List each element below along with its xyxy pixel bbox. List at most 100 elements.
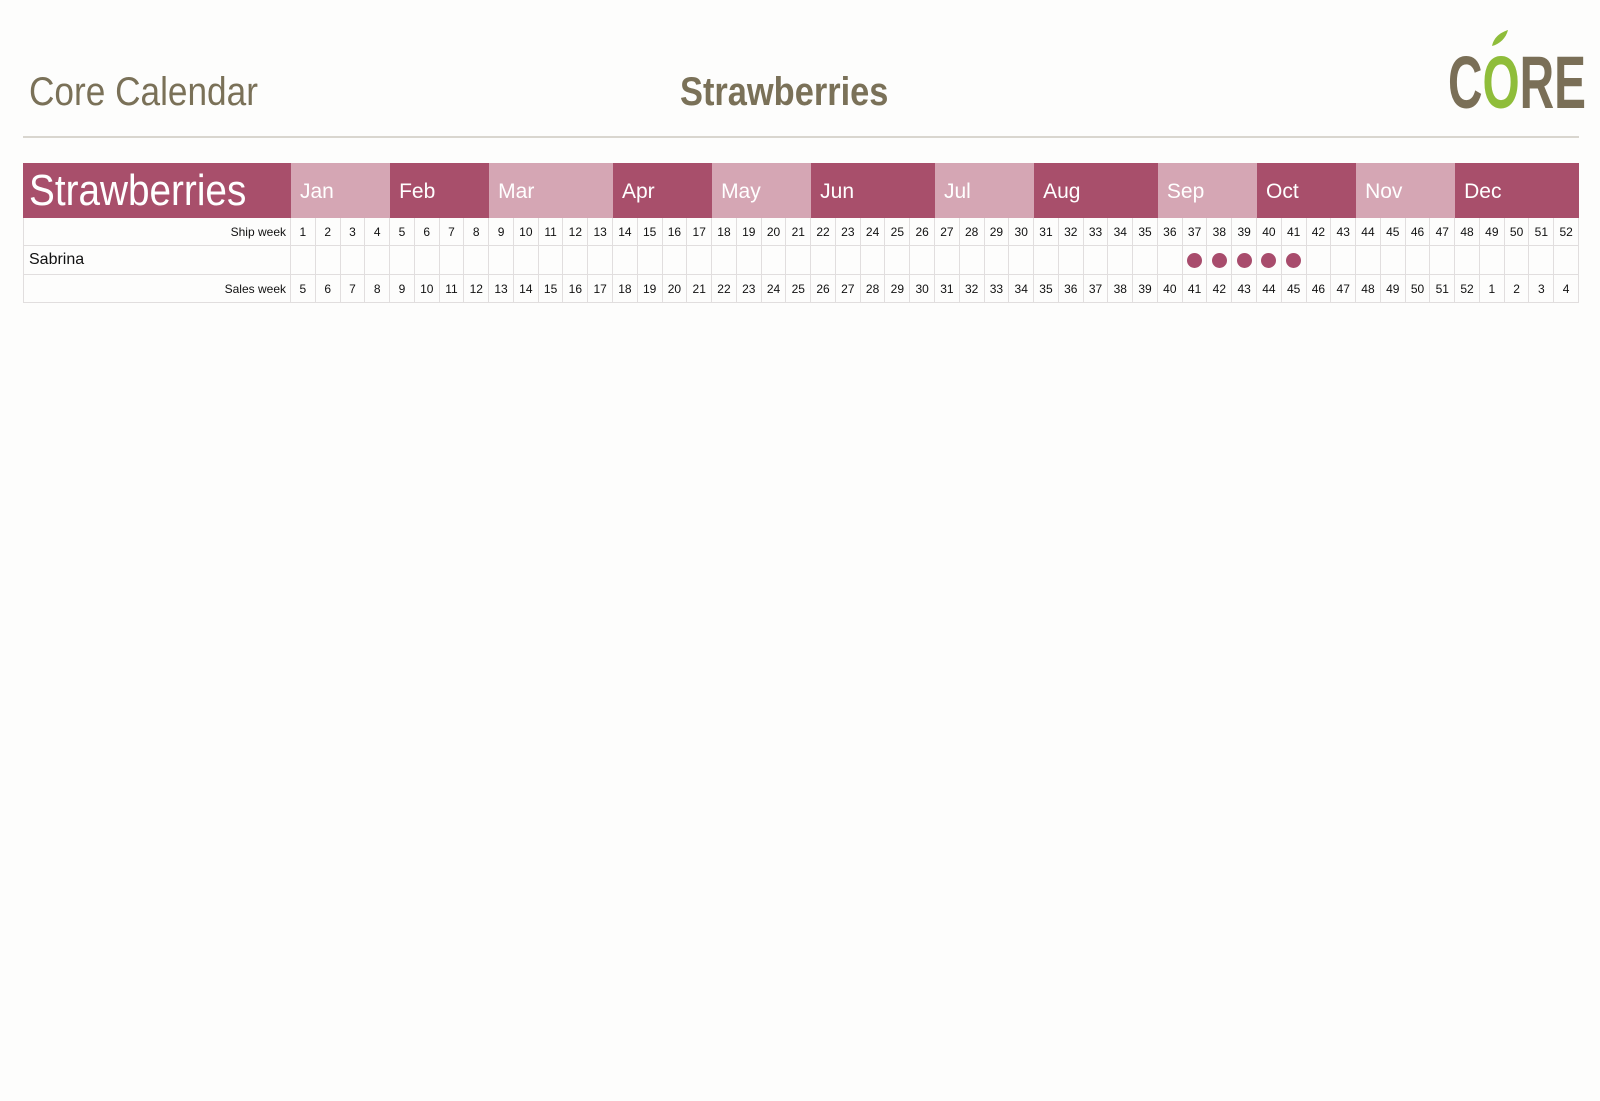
sales-week-cell: 15 xyxy=(539,275,564,302)
ship-week-cell: 19 xyxy=(737,218,762,245)
sales-week-cell: 42 xyxy=(1207,275,1233,302)
ship-week-cell: 3 xyxy=(341,218,366,245)
availability-cell xyxy=(1430,246,1456,274)
month-aug: Aug xyxy=(1034,163,1158,218)
ship-week-cell: 13 xyxy=(588,218,614,245)
month-feb: Feb xyxy=(390,163,490,218)
ship-week-cell: 9 xyxy=(489,218,514,245)
sales-week-cell: 27 xyxy=(836,275,861,302)
sales-week-cell: 32 xyxy=(960,275,985,302)
ship-week-cell: 27 xyxy=(935,218,960,245)
variety-row: Sabrina xyxy=(23,246,1580,275)
sales-week-cell: 18 xyxy=(613,275,638,302)
availability-cell xyxy=(1207,246,1233,274)
ship-week-cell: 18 xyxy=(712,218,737,245)
ship-week-cell: 36 xyxy=(1158,218,1183,245)
availability-cell xyxy=(1084,246,1109,274)
availability-cell xyxy=(687,246,713,274)
sales-week-cell: 21 xyxy=(687,275,713,302)
sales-week-cell: 20 xyxy=(663,275,688,302)
ship-week-cell: 12 xyxy=(563,218,589,245)
sales-week-cell: 48 xyxy=(1356,275,1381,302)
ship-week-cell: 43 xyxy=(1331,218,1357,245)
sales-week-cell: 40 xyxy=(1158,275,1183,302)
ship-week-row: Ship week 1 2 3 4 5 6 7 8 9 10 11 12 13 14 15 16 17 18 19 2… xyxy=(23,218,1580,246)
product-title: Strawberries xyxy=(680,70,889,114)
ship-week-cell: 47 xyxy=(1430,218,1456,245)
ship-week-cell: 6 xyxy=(415,218,440,245)
availability-cell xyxy=(464,246,490,274)
ship-week-cell: 50 xyxy=(1505,218,1530,245)
sales-week-cell: 6 xyxy=(316,275,341,302)
product-name: Strawberries xyxy=(29,166,247,215)
ship-week-cell: 22 xyxy=(811,218,836,245)
sales-week-cell: 52 xyxy=(1455,275,1480,302)
availability-cell xyxy=(1232,246,1258,274)
availability-cell xyxy=(737,246,762,274)
ship-week-cell: 20 xyxy=(762,218,787,245)
ship-week-cell: 32 xyxy=(1059,218,1084,245)
availability-cell xyxy=(291,246,316,274)
sales-week-cell: 38 xyxy=(1108,275,1134,302)
availability-cell xyxy=(341,246,366,274)
sales-week-cell: 41 xyxy=(1183,275,1208,302)
sales-week-cell: 7 xyxy=(341,275,366,302)
sales-week-cell: 43 xyxy=(1232,275,1258,302)
availability-dot xyxy=(1187,252,1203,268)
availability-cell xyxy=(1529,246,1555,274)
ship-week-cell: 7 xyxy=(440,218,465,245)
sales-week-cell: 4 xyxy=(1554,275,1580,302)
ship-week-label: Ship week xyxy=(23,218,291,245)
availability-dot xyxy=(1261,252,1277,268)
availability-cell xyxy=(836,246,861,274)
ship-week-cell: 44 xyxy=(1356,218,1381,245)
availability-cell xyxy=(935,246,960,274)
ship-week-cell: 48 xyxy=(1455,218,1480,245)
header-divider xyxy=(23,136,1579,138)
availability-cell xyxy=(960,246,985,274)
sales-week-cell: 25 xyxy=(786,275,812,302)
leaf-icon xyxy=(1492,30,1508,46)
ship-week-cell: 45 xyxy=(1381,218,1406,245)
sales-week-cell: 36 xyxy=(1059,275,1084,302)
availability-cell xyxy=(1257,246,1282,274)
availability-cell xyxy=(1282,246,1307,274)
ship-week-cell: 5 xyxy=(390,218,415,245)
availability-cell xyxy=(514,246,539,274)
ship-week-cell: 4 xyxy=(365,218,391,245)
sales-week-cell: 5 xyxy=(291,275,316,302)
ship-week-cell: 40 xyxy=(1257,218,1282,245)
availability-cell xyxy=(638,246,663,274)
product-name-cell: Strawberries xyxy=(23,163,291,218)
month-sep: Sep xyxy=(1157,163,1257,218)
availability-cell xyxy=(1455,246,1480,274)
availability-cell xyxy=(415,246,440,274)
ship-week-cell: 21 xyxy=(786,218,812,245)
sales-week-cell: 30 xyxy=(910,275,936,302)
availability-cell xyxy=(1059,246,1084,274)
page-title: Core Calendar xyxy=(29,70,258,114)
sales-week-cell: 23 xyxy=(737,275,762,302)
sales-week-cell: 51 xyxy=(1430,275,1456,302)
ship-week-cell: 39 xyxy=(1232,218,1258,245)
ship-week-cell: 8 xyxy=(464,218,490,245)
availability-cell xyxy=(613,246,638,274)
availability-cell xyxy=(910,246,936,274)
availability-cell xyxy=(1158,246,1183,274)
availability-cell xyxy=(1356,246,1381,274)
sales-week-cell: 19 xyxy=(638,275,663,302)
availability-cell xyxy=(786,246,812,274)
sales-week-cell: 2 xyxy=(1505,275,1530,302)
availability-cell xyxy=(1554,246,1580,274)
sales-week-cell: 3 xyxy=(1529,275,1555,302)
variety-name: Sabrina xyxy=(23,246,291,274)
availability-cell xyxy=(762,246,787,274)
sales-week-cell: 45 xyxy=(1282,275,1307,302)
month-dec: Dec xyxy=(1455,163,1579,218)
ship-week-cell: 38 xyxy=(1207,218,1233,245)
sales-week-cell: 29 xyxy=(885,275,911,302)
availability-dot xyxy=(1286,252,1302,268)
availability-cell xyxy=(1133,246,1158,274)
ship-week-cell: 30 xyxy=(1009,218,1035,245)
availability-cell xyxy=(365,246,391,274)
